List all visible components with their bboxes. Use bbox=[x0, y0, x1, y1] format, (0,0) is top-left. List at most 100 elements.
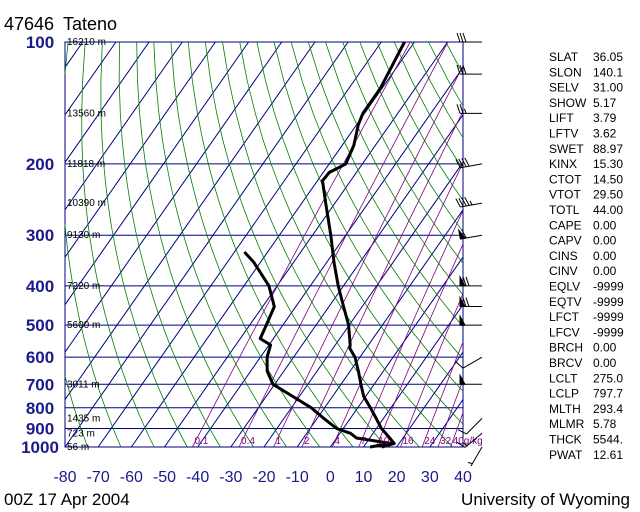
index-key: BRCH bbox=[549, 341, 583, 355]
wind-barb-half bbox=[463, 442, 468, 446]
dry-adiabat-line bbox=[239, 41, 453, 448]
pressure-tick-label: 1000 bbox=[21, 438, 59, 457]
mixing-ratio-line bbox=[273, 65, 464, 448]
index-value: 88.97 bbox=[593, 142, 623, 156]
index-value: 140.1 bbox=[593, 65, 623, 79]
height-label: 723 m bbox=[67, 428, 95, 439]
wind-barb-half bbox=[469, 200, 473, 206]
mixing-ratio-label: 0.1 bbox=[194, 436, 208, 447]
dry-adiabat-line bbox=[187, 41, 354, 448]
temperature-tick-label: 30 bbox=[421, 469, 439, 486]
index-key: SHOW bbox=[549, 96, 587, 110]
wind-barb-pennant bbox=[457, 228, 467, 240]
index-key: EQLV bbox=[549, 280, 580, 294]
height-label: 16210 m bbox=[67, 37, 106, 48]
dry-adiabat-line bbox=[64, 41, 69, 75]
index-value: 275.0 bbox=[593, 371, 623, 385]
dry-adiabat-line bbox=[153, 41, 288, 448]
dewpoint-profile-line bbox=[243, 250, 393, 449]
index-value: 797.7 bbox=[593, 387, 623, 401]
isotherm-line bbox=[64, 41, 183, 211]
wind-barb bbox=[455, 356, 483, 369]
index-value: 29.50 bbox=[593, 188, 623, 202]
wind-barb-half bbox=[467, 462, 473, 464]
pressure-tick-label: 100 bbox=[26, 33, 54, 52]
dry-adiabat-line bbox=[342, 41, 464, 264]
isotherm-line bbox=[97, 41, 382, 448]
index-value: -9999 bbox=[593, 280, 624, 294]
mixing-ratio-line bbox=[332, 162, 464, 448]
wind-barb-full bbox=[461, 229, 467, 239]
wind-barb-half bbox=[464, 108, 467, 114]
index-key: TOTL bbox=[549, 203, 580, 217]
pressure-tick-label: 900 bbox=[26, 419, 54, 438]
index-key: PWAT bbox=[549, 448, 583, 462]
index-key: LIFT bbox=[549, 111, 574, 125]
temperature-tick-label: -80 bbox=[53, 469, 76, 486]
wind-barb bbox=[455, 157, 483, 169]
index-value: 12.61 bbox=[593, 448, 623, 462]
wind-barb-full bbox=[456, 32, 461, 43]
isotherm-line bbox=[64, 41, 349, 448]
wind-barb-full bbox=[465, 297, 470, 307]
wind-barb bbox=[455, 196, 483, 208]
index-value: 3.62 bbox=[593, 127, 617, 141]
wind-barb-full bbox=[458, 197, 464, 207]
index-key: SLON bbox=[549, 65, 582, 79]
dry-adiabat-line bbox=[136, 41, 254, 448]
index-value: 0.00 bbox=[593, 264, 617, 278]
wind-barb-full bbox=[462, 64, 467, 75]
mixing-ratio-label: 10 bbox=[378, 436, 390, 447]
height-label: 1435 m bbox=[67, 413, 100, 424]
wind-barb bbox=[459, 274, 482, 287]
index-key: LFCV bbox=[549, 325, 580, 339]
index-value: -9999 bbox=[593, 325, 624, 339]
index-value: 31.00 bbox=[593, 81, 623, 95]
plot-frame bbox=[64, 41, 464, 448]
isotherm-line bbox=[230, 114, 464, 448]
wind-barb-shaft bbox=[462, 356, 483, 369]
index-value: 5544. bbox=[593, 433, 623, 447]
index-key: LFTV bbox=[549, 127, 578, 141]
index-key: MLTH bbox=[549, 402, 581, 416]
wind-barb-full bbox=[464, 157, 470, 167]
mixing-ratio-label: 32 bbox=[440, 436, 452, 447]
index-key: CAPV bbox=[549, 234, 582, 248]
temperature-tick-label: 40 bbox=[454, 469, 472, 486]
mixing-ratio-line bbox=[437, 380, 464, 448]
index-key: MLMR bbox=[549, 417, 585, 431]
temperature-tick-label: -60 bbox=[120, 469, 143, 486]
mixing-ratio-line bbox=[301, 111, 464, 448]
isotherm-line bbox=[329, 256, 464, 448]
station-name: Tateno bbox=[63, 14, 117, 34]
height-label: 9130 m bbox=[67, 230, 100, 241]
mixing-ratio-label: 0.4 bbox=[241, 436, 255, 447]
index-value: 5.17 bbox=[593, 96, 617, 110]
wind-barb bbox=[457, 418, 483, 435]
height-label: 7220 m bbox=[67, 281, 100, 292]
dry-adiabat-line bbox=[118, 41, 221, 448]
wind-barb-shaft bbox=[460, 163, 483, 169]
isotherm-line bbox=[64, 41, 316, 400]
pressure-tick-label: 800 bbox=[26, 399, 54, 418]
wind-barb bbox=[456, 32, 482, 43]
index-key: LFCT bbox=[549, 310, 580, 324]
dry-adiabat-line bbox=[222, 41, 420, 448]
isotherm-line bbox=[64, 41, 250, 305]
index-value: 15.30 bbox=[593, 157, 623, 171]
index-value: 0.00 bbox=[593, 356, 617, 370]
stability-indices: SLAT 36.05 SLON 140.1 SELV 31.00 SHOW 5.17 LIFT 3… bbox=[549, 50, 624, 462]
height-label: 11818 m bbox=[67, 159, 105, 170]
mixing-ratio-label: 24 bbox=[424, 436, 436, 447]
temperature-tick-label: 10 bbox=[355, 469, 373, 486]
index-value: 0.00 bbox=[593, 234, 617, 248]
wind-barb bbox=[456, 432, 483, 448]
index-key: CAPE bbox=[549, 218, 582, 232]
index-value: 44.00 bbox=[593, 203, 623, 217]
height-label: 3011 m bbox=[67, 379, 100, 390]
mixing-ratio-label: 40g/kg bbox=[453, 436, 483, 447]
wind-barb-full bbox=[456, 442, 466, 448]
pressure-tick-label: 500 bbox=[26, 316, 54, 335]
data-source: University of Wyoming bbox=[461, 490, 630, 509]
wind-barb-full bbox=[456, 104, 461, 114]
